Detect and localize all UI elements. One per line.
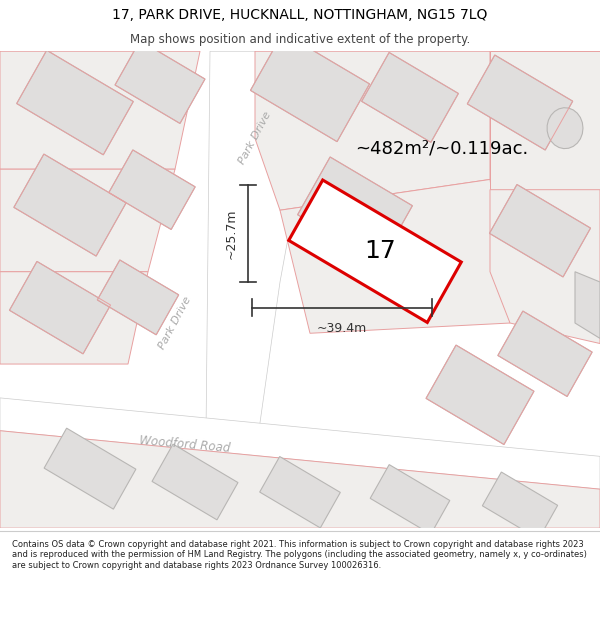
Polygon shape <box>575 272 600 338</box>
Polygon shape <box>17 50 133 155</box>
Text: 17: 17 <box>364 239 396 263</box>
Polygon shape <box>467 55 573 150</box>
Polygon shape <box>490 184 590 277</box>
Polygon shape <box>97 260 179 335</box>
Text: Park Drive: Park Drive <box>237 111 273 166</box>
Polygon shape <box>0 431 600 528</box>
Polygon shape <box>255 51 490 210</box>
Polygon shape <box>260 456 340 528</box>
Polygon shape <box>498 311 592 396</box>
Polygon shape <box>0 272 148 364</box>
Polygon shape <box>298 157 412 263</box>
Polygon shape <box>0 169 175 272</box>
Polygon shape <box>370 464 450 534</box>
Polygon shape <box>10 261 110 354</box>
Polygon shape <box>0 51 200 169</box>
Polygon shape <box>250 32 370 142</box>
Text: ~482m²/~0.119ac.: ~482m²/~0.119ac. <box>355 139 528 158</box>
Text: Woodford Road: Woodford Road <box>139 434 231 454</box>
Polygon shape <box>14 154 126 256</box>
Polygon shape <box>426 345 534 444</box>
Polygon shape <box>362 52 458 142</box>
Text: Park Drive: Park Drive <box>157 295 193 351</box>
Polygon shape <box>289 180 461 322</box>
Polygon shape <box>280 179 510 333</box>
Polygon shape <box>0 398 600 489</box>
Polygon shape <box>152 444 238 520</box>
Polygon shape <box>44 428 136 509</box>
Polygon shape <box>115 41 205 124</box>
Polygon shape <box>547 107 583 149</box>
Polygon shape <box>205 51 295 528</box>
Text: 17, PARK DRIVE, HUCKNALL, NOTTINGHAM, NG15 7LQ: 17, PARK DRIVE, HUCKNALL, NOTTINGHAM, NG… <box>112 8 488 22</box>
Polygon shape <box>490 190 600 344</box>
Polygon shape <box>109 150 195 229</box>
Text: Map shows position and indicative extent of the property.: Map shows position and indicative extent… <box>130 34 470 46</box>
Text: ~25.7m: ~25.7m <box>225 208 238 259</box>
Text: Contains OS data © Crown copyright and database right 2021. This information is : Contains OS data © Crown copyright and d… <box>12 540 587 569</box>
Polygon shape <box>482 472 557 539</box>
Polygon shape <box>490 51 600 190</box>
Text: ~39.4m: ~39.4m <box>317 322 367 335</box>
